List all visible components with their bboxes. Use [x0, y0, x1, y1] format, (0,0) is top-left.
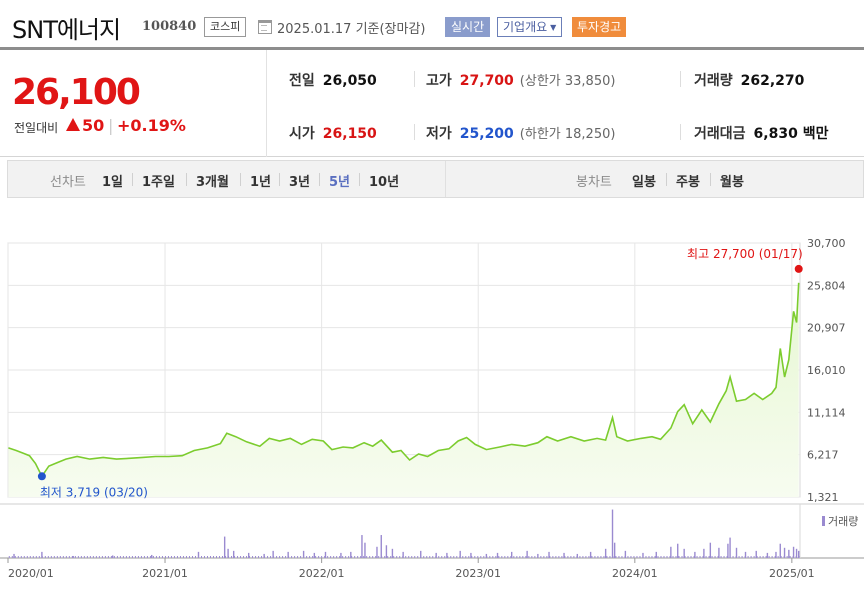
volume: 거래량 262,270 [694, 70, 804, 90]
candle-chart-label: 봉차트 [576, 175, 612, 190]
prev-close-value: 26,050 [322, 73, 377, 89]
tab-1year[interactable]: 1년 [250, 175, 272, 190]
tab-divider [359, 173, 360, 186]
line-chart-label: 선차트 [50, 175, 86, 190]
tab-divider [240, 173, 241, 186]
change-value: 50 [82, 116, 105, 135]
y-tick-label: 25,804 [807, 279, 846, 292]
stock-header: SNT에너지 100840 코스피 2025.01.17 기준(장마감) 실시간… [0, 0, 864, 50]
price-area [8, 282, 799, 497]
divider [680, 71, 681, 87]
y-tick-label: 1,321 [807, 491, 839, 504]
x-tick-label: 2021/01 [142, 567, 188, 580]
current-price: 26,100 [12, 72, 141, 113]
high-point-marker [794, 264, 803, 273]
price-line [8, 282, 800, 478]
volume-legend-label: 거래량 [828, 515, 858, 528]
stock-code: 100840 [142, 19, 197, 34]
upper-limit: (상한가 33,850) [519, 74, 616, 89]
tab-divider [666, 173, 667, 186]
low-annotation: 최저 3,719 (03/20) [40, 485, 148, 499]
high-label: 고가 [426, 73, 452, 89]
x-tick-label: 2024/01 [612, 567, 658, 580]
open-label: 시가 [289, 126, 315, 142]
tab-monthly-candle[interactable]: 월봉 [720, 175, 744, 190]
tab-3month[interactable]: 3개월 [196, 175, 229, 190]
divider [414, 124, 415, 140]
open-price: 시가 26,150 [289, 123, 377, 143]
tab-divider [710, 173, 711, 186]
tab-divider [279, 173, 280, 186]
lower-limit: (하한가 18,250) [519, 127, 616, 142]
trade-value-label: 거래대금 [694, 126, 746, 142]
x-tick-label: 2020/01 [8, 567, 54, 580]
x-tick-label: 2023/01 [455, 567, 501, 580]
stock-name: SNT에너지 [12, 16, 121, 44]
tab-10year[interactable]: 10년 [369, 175, 400, 190]
tab-1day[interactable]: 1일 [102, 175, 124, 190]
divider [680, 124, 681, 140]
company-info-dropdown[interactable]: 기업개요 ▼ [497, 17, 563, 37]
up-arrow-icon [66, 118, 80, 131]
y-tick-label: 16,010 [807, 364, 846, 377]
divider [414, 71, 415, 87]
market-badge: 코스피 [204, 17, 247, 37]
prev-close: 전일 26,050 [289, 70, 377, 90]
tab-3year[interactable]: 3년 [289, 175, 311, 190]
chevron-down-icon: ▼ [550, 23, 557, 32]
current-price-box: 26,100 전일대비 50 | +0.19% [0, 50, 267, 157]
change-separator: | [108, 116, 114, 135]
trade-value-value: 6,830 백만 [753, 126, 829, 142]
high-price: 고가 27,700 (상한가 33,850) [426, 70, 615, 90]
change-percent: +0.19% [117, 116, 186, 135]
header-divider [0, 47, 864, 50]
low-label: 저가 [426, 126, 452, 142]
tab-group-divider [445, 161, 446, 197]
volume-value: 262,270 [740, 73, 805, 89]
low-value: 25,200 [459, 126, 514, 142]
chart-tab-bar: 선차트 1일 1주일 3개월 1년 3년 5년 10년 봉차트 일봉 주봉 월봉 [7, 160, 864, 198]
tab-divider [132, 173, 133, 186]
open-value: 26,150 [322, 126, 377, 142]
tab-divider [319, 173, 320, 186]
tab-1week[interactable]: 1주일 [142, 175, 175, 190]
x-tick-label: 2022/01 [299, 567, 345, 580]
y-tick-label: 11,114 [807, 406, 846, 419]
x-tick-label: 2025/01 [769, 567, 815, 580]
low-point-marker [37, 472, 46, 481]
investment-warning-badge: 투자경고 [572, 17, 627, 37]
prev-close-label: 전일 [289, 73, 315, 89]
realtime-button[interactable]: 실시간 [445, 17, 491, 37]
volume-label: 거래량 [694, 73, 733, 89]
price-chart: 30,700 25,804 20,907 16,010 11,114 6,217 1,321… [0, 237, 864, 580]
quote-panel: 26,100 전일대비 50 | +0.19% 전일 26,050 시가 26,15… [0, 50, 864, 157]
high-annotation: 최고 27,700 (01/17) [687, 247, 803, 261]
y-tick-label: 30,700 [807, 237, 846, 250]
low-price: 저가 25,200 (하한가 18,250) [426, 123, 615, 143]
tab-divider [186, 173, 187, 186]
change-label: 전일대비 [14, 121, 59, 135]
company-info-label: 기업개요 [503, 20, 548, 34]
tab-daily-candle[interactable]: 일봉 [632, 175, 656, 190]
y-tick-label: 6,217 [807, 449, 839, 462]
calendar-icon [258, 20, 272, 34]
volume-legend-swatch [822, 516, 825, 526]
tab-5year[interactable]: 5년 [329, 175, 351, 190]
y-tick-label: 20,907 [807, 322, 846, 335]
high-value: 27,700 [459, 73, 514, 89]
tab-weekly-candle[interactable]: 주봉 [676, 175, 700, 190]
base-date: 2025.01.17 기준(장마감) [277, 22, 426, 37]
trade-value: 거래대금 6,830 백만 [694, 123, 828, 143]
